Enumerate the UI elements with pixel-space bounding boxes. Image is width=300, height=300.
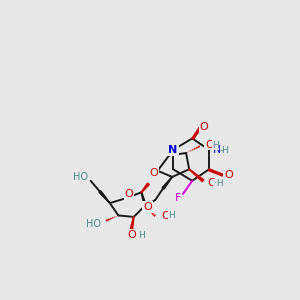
Polygon shape (141, 183, 149, 193)
Text: N: N (213, 145, 221, 155)
Polygon shape (130, 217, 134, 230)
Text: HO: HO (73, 172, 88, 182)
Polygon shape (169, 149, 174, 155)
Text: F: F (175, 194, 182, 203)
Text: O: O (224, 170, 233, 180)
Text: -H: -H (220, 146, 230, 155)
Polygon shape (162, 177, 172, 189)
Text: O: O (161, 211, 170, 221)
Text: ·H: ·H (214, 179, 224, 188)
Text: O: O (143, 202, 152, 212)
Text: H: H (212, 141, 219, 150)
Text: O: O (207, 178, 216, 188)
Text: O: O (205, 140, 214, 150)
Text: O: O (128, 230, 136, 240)
Text: O: O (149, 168, 158, 178)
Text: H: H (138, 231, 145, 240)
Polygon shape (99, 191, 110, 203)
Text: HO: HO (85, 219, 100, 229)
Text: H: H (168, 211, 175, 220)
Text: O: O (200, 122, 208, 132)
Text: N: N (168, 145, 178, 155)
Polygon shape (189, 169, 204, 182)
Text: O: O (125, 189, 134, 199)
